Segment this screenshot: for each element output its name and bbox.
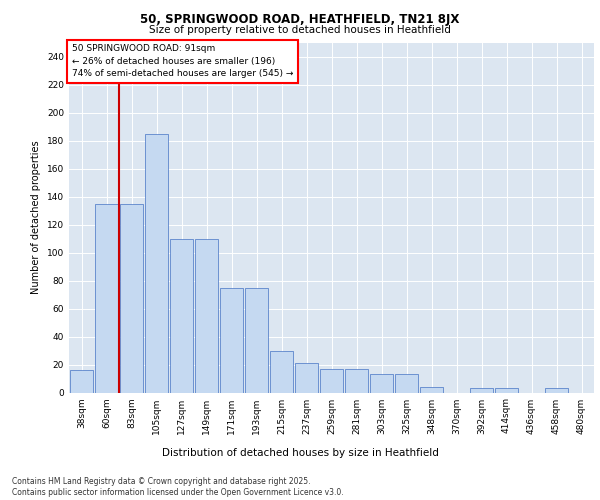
- Text: Distribution of detached houses by size in Heathfield: Distribution of detached houses by size …: [161, 448, 439, 458]
- Bar: [295, 363, 318, 392]
- Text: 50, SPRINGWOOD ROAD, HEATHFIELD, TN21 8JX: 50, SPRINGWOOD ROAD, HEATHFIELD, TN21 8J…: [140, 12, 460, 26]
- Bar: [95, 204, 118, 392]
- Bar: [370, 374, 393, 392]
- Bar: [320, 368, 343, 392]
- Bar: [545, 388, 568, 392]
- Text: Size of property relative to detached houses in Heathfield: Size of property relative to detached ho…: [149, 25, 451, 35]
- Bar: [495, 388, 518, 392]
- Bar: [270, 350, 293, 393]
- Bar: [120, 204, 143, 392]
- Y-axis label: Number of detached properties: Number of detached properties: [31, 140, 41, 294]
- Text: 50 SPRINGWOOD ROAD: 91sqm
← 26% of detached houses are smaller (196)
74% of semi: 50 SPRINGWOOD ROAD: 91sqm ← 26% of detac…: [71, 44, 293, 78]
- Bar: [145, 134, 168, 392]
- Bar: [420, 387, 443, 392]
- Bar: [245, 288, 268, 393]
- Bar: [170, 238, 193, 392]
- Bar: [70, 370, 93, 392]
- Text: Contains HM Land Registry data © Crown copyright and database right 2025.
Contai: Contains HM Land Registry data © Crown c…: [12, 478, 344, 497]
- Bar: [220, 288, 243, 393]
- Bar: [195, 238, 218, 392]
- Bar: [470, 388, 493, 392]
- Bar: [395, 374, 418, 392]
- Bar: [345, 368, 368, 392]
